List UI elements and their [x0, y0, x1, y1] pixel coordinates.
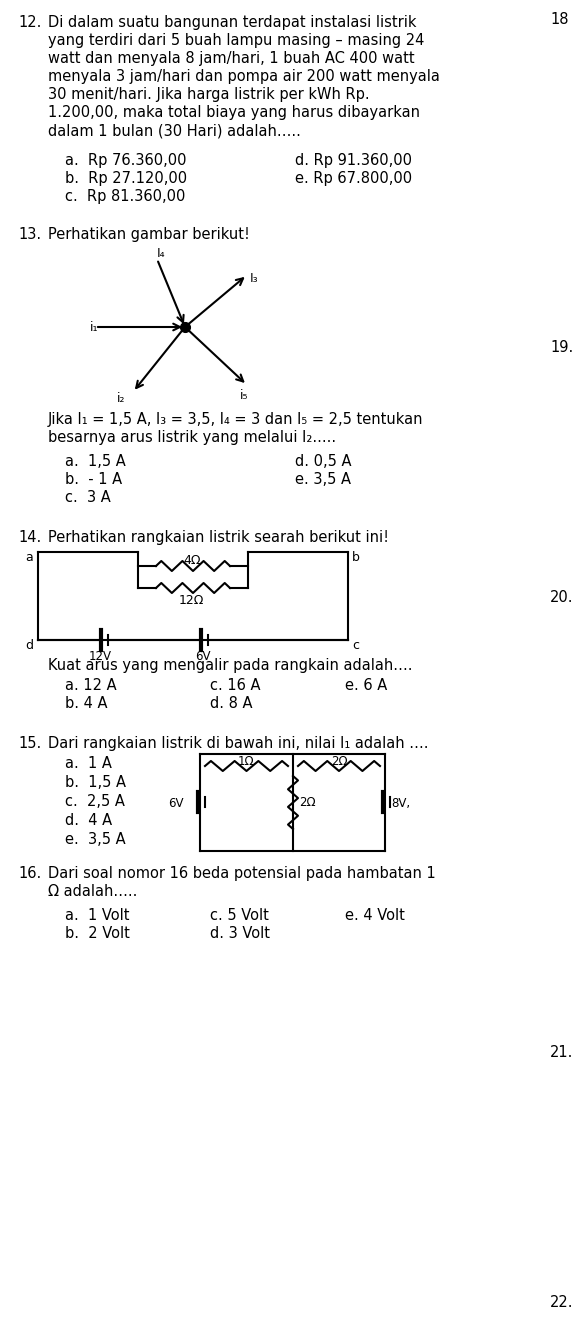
Text: e.  3,5 A: e. 3,5 A — [65, 833, 125, 847]
Text: 20.: 20. — [550, 590, 573, 606]
Text: 1Ω: 1Ω — [238, 756, 255, 768]
Text: 15.: 15. — [18, 736, 41, 752]
Text: Kuat arus yang mengalir pada rangkain adalah….: Kuat arus yang mengalir pada rangkain ad… — [48, 657, 413, 673]
Text: 2Ω: 2Ω — [299, 795, 316, 809]
Text: b: b — [352, 551, 360, 564]
Text: 19.: 19. — [550, 340, 573, 355]
Text: b.  2 Volt: b. 2 Volt — [65, 926, 130, 942]
Text: 4Ω: 4Ω — [183, 554, 201, 567]
Text: 6V: 6V — [195, 649, 210, 663]
Text: 30 menit/hari. Jika harga listrik per kWh Rp.: 30 menit/hari. Jika harga listrik per kW… — [48, 88, 369, 102]
Text: Perhatikan gambar berikut!: Perhatikan gambar berikut! — [48, 227, 250, 242]
Text: besarnya arus listrik yang melalui I₂.....: besarnya arus listrik yang melalui I₂...… — [48, 430, 336, 445]
Text: d: d — [25, 639, 33, 652]
Text: I₄: I₄ — [157, 247, 166, 260]
Text: 12V: 12V — [89, 649, 112, 663]
Text: e. Rp 67.800,00: e. Rp 67.800,00 — [295, 171, 412, 186]
Text: 6V: 6V — [168, 797, 183, 810]
Text: i₁: i₁ — [90, 321, 98, 335]
Text: a: a — [25, 551, 33, 564]
Text: a. 12 A: a. 12 A — [65, 679, 117, 693]
Text: c.  2,5 A: c. 2,5 A — [65, 794, 125, 809]
Text: i₅: i₅ — [240, 389, 249, 402]
Text: Dari rangkaian listrik di bawah ini, nilai I₁ adalah ….: Dari rangkaian listrik di bawah ini, nil… — [48, 736, 428, 752]
Text: e. 4 Volt: e. 4 Volt — [345, 908, 405, 923]
Text: watt dan menyala 8 jam/hari, 1 buah AC 400 watt: watt dan menyala 8 jam/hari, 1 buah AC 4… — [48, 50, 414, 66]
Text: a.  1 A: a. 1 A — [65, 756, 112, 772]
Text: dalam 1 bulan (30 Hari) adalah…..: dalam 1 bulan (30 Hari) adalah….. — [48, 124, 301, 138]
Text: a.  1,5 A: a. 1,5 A — [65, 454, 126, 469]
Text: 18: 18 — [550, 12, 569, 27]
Text: 2Ω: 2Ω — [331, 756, 347, 768]
Text: c.  3 A: c. 3 A — [65, 490, 111, 505]
Text: d. Rp 91.360,00: d. Rp 91.360,00 — [295, 153, 412, 169]
Text: b.  - 1 A: b. - 1 A — [65, 471, 122, 487]
Text: e. 3,5 A: e. 3,5 A — [295, 471, 351, 487]
Text: c.  Rp 81.360,00: c. Rp 81.360,00 — [65, 189, 186, 205]
Text: 21.: 21. — [550, 1045, 573, 1060]
Text: d. 8 A: d. 8 A — [210, 696, 253, 710]
Text: 14.: 14. — [18, 530, 41, 544]
Text: 13.: 13. — [18, 227, 41, 242]
Text: d. 3 Volt: d. 3 Volt — [210, 926, 270, 942]
Text: d.  4 A: d. 4 A — [65, 813, 112, 827]
Text: I₃: I₃ — [250, 272, 258, 286]
Text: d. 0,5 A: d. 0,5 A — [295, 454, 351, 469]
Text: 8V,: 8V, — [391, 797, 410, 810]
Text: 12.: 12. — [18, 15, 42, 31]
Text: c. 16 A: c. 16 A — [210, 679, 261, 693]
Text: yang terdiri dari 5 buah lampu masing – masing 24: yang terdiri dari 5 buah lampu masing – … — [48, 33, 424, 48]
Text: menyala 3 jam/hari dan pompa air 200 watt menyala: menyala 3 jam/hari dan pompa air 200 wat… — [48, 69, 440, 84]
Text: b. 4 A: b. 4 A — [65, 696, 108, 710]
Text: Ω adalah…..: Ω adalah….. — [48, 884, 138, 899]
Text: Jika I₁ = 1,5 A, I₃ = 3,5, I₄ = 3 dan I₅ = 2,5 tentukan: Jika I₁ = 1,5 A, I₃ = 3,5, I₄ = 3 dan I₅… — [48, 412, 424, 428]
Text: a.  Rp 76.360,00: a. Rp 76.360,00 — [65, 153, 187, 169]
Text: Di dalam suatu bangunan terdapat instalasi listrik: Di dalam suatu bangunan terdapat instala… — [48, 15, 417, 31]
Text: 1.200,00, maka total biaya yang harus dibayarkan: 1.200,00, maka total biaya yang harus di… — [48, 105, 420, 120]
Text: Perhatikan rangkaian listrik searah berikut ini!: Perhatikan rangkaian listrik searah beri… — [48, 530, 389, 544]
Text: c. 5 Volt: c. 5 Volt — [210, 908, 269, 923]
Text: 16.: 16. — [18, 866, 41, 880]
Text: 22.: 22. — [550, 1295, 573, 1309]
Text: a.  1 Volt: a. 1 Volt — [65, 908, 129, 923]
Text: b.  1,5 A: b. 1,5 A — [65, 776, 126, 790]
Text: 12Ω: 12Ω — [179, 594, 205, 607]
Text: b.  Rp 27.120,00: b. Rp 27.120,00 — [65, 171, 187, 186]
Text: e. 6 A: e. 6 A — [345, 679, 387, 693]
Text: i₂: i₂ — [117, 392, 125, 405]
Text: c: c — [352, 639, 359, 652]
Text: Dari soal nomor 16 beda potensial pada hambatan 1: Dari soal nomor 16 beda potensial pada h… — [48, 866, 436, 880]
